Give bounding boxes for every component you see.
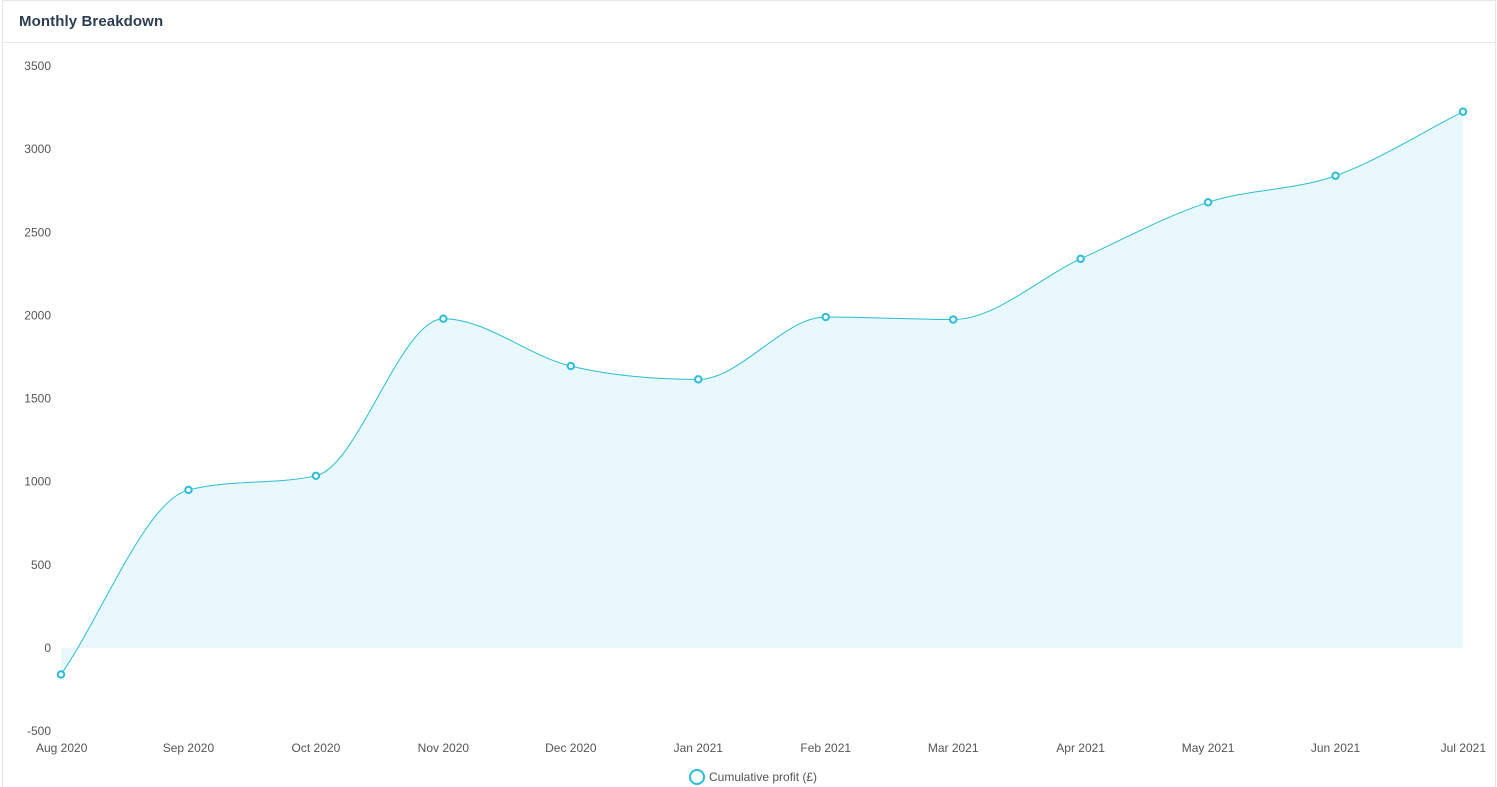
x-tick-label: Aug 2020 <box>36 741 88 755</box>
y-tick-label: 500 <box>31 558 51 572</box>
y-tick-label: 3500 <box>24 59 51 73</box>
card-header: Monthly Breakdown <box>3 1 1495 43</box>
card-title: Monthly Breakdown <box>19 13 164 30</box>
data-point[interactable] <box>948 315 958 324</box>
area-fill <box>61 111 1463 675</box>
x-tick-label: Dec 2020 <box>545 741 597 755</box>
y-tick-label: 2000 <box>24 308 51 322</box>
x-tick-label: Oct 2020 <box>292 741 341 755</box>
y-tick-label: -500 <box>27 724 51 738</box>
y-tick-label: 3000 <box>24 142 51 156</box>
x-tick-label: Jul 2021 <box>1441 741 1487 755</box>
y-tick-label: 0 <box>44 641 51 655</box>
legend-label[interactable]: Cumulative profit (£) <box>709 770 817 784</box>
data-point[interactable] <box>184 485 193 495</box>
data-point[interactable] <box>566 361 576 371</box>
y-tick-label: 1000 <box>24 475 51 489</box>
x-axis: Aug 2020 Sep 2020 Oct 2020 Nov 2020 Dec 2020… <box>36 741 1486 755</box>
x-tick-label: Mar 2021 <box>928 741 979 755</box>
x-tick-label: Feb 2021 <box>800 741 851 755</box>
data-point[interactable] <box>1076 254 1085 264</box>
data-point[interactable] <box>311 471 321 481</box>
x-tick-label: Sep 2020 <box>163 741 215 755</box>
data-points <box>56 107 1468 679</box>
x-tick-label: May 2021 <box>1182 741 1235 755</box>
x-tick-label: Nov 2020 <box>418 741 470 755</box>
y-tick-label: 1500 <box>24 392 51 406</box>
x-tick-label: Apr 2021 <box>1056 741 1105 755</box>
data-point[interactable] <box>56 670 66 679</box>
x-tick-label: Jan 2021 <box>674 741 724 755</box>
data-point[interactable] <box>1203 198 1213 207</box>
data-point[interactable] <box>439 314 448 323</box>
legend-marker-icon[interactable] <box>689 769 705 785</box>
y-axis: -500 0 500 1000 1500 2000 2500 3000 3500 <box>24 59 51 738</box>
data-point[interactable] <box>821 312 830 322</box>
data-point[interactable] <box>1331 171 1340 180</box>
legend[interactable]: Cumulative profit (£) <box>689 769 817 785</box>
data-point[interactable] <box>694 375 703 384</box>
data-point[interactable] <box>1458 107 1468 116</box>
x-tick-label: Jun 2021 <box>1311 741 1361 755</box>
y-tick-label: 2500 <box>24 225 51 239</box>
